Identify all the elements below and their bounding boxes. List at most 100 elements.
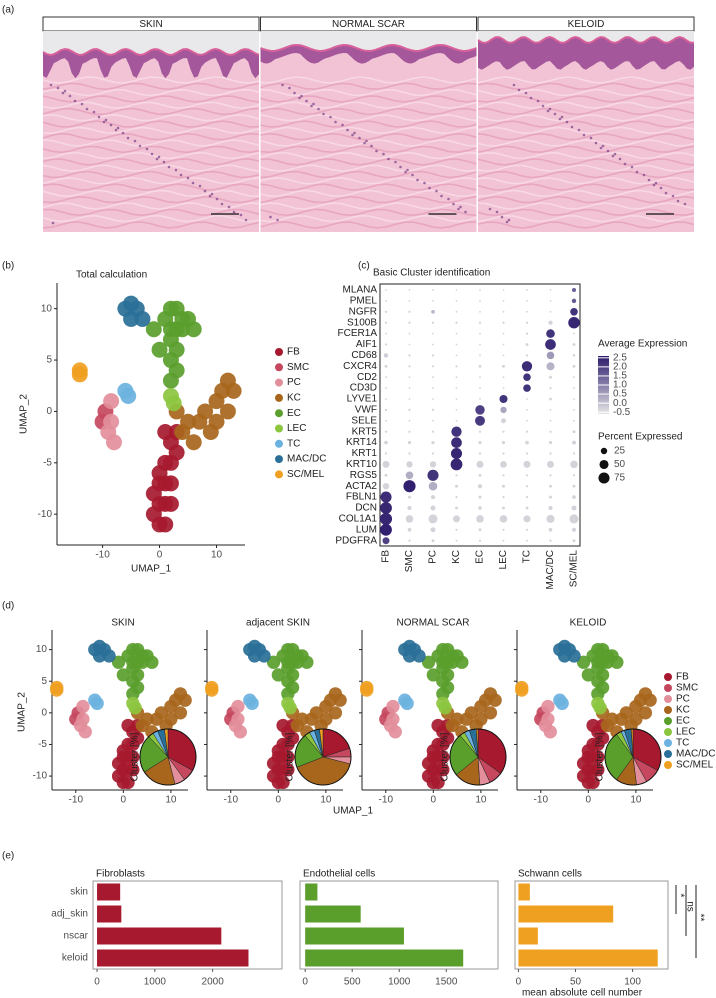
x-tick-label: 100 — [624, 977, 641, 988]
collagen-fiber — [42, 183, 260, 191]
expression-dot — [431, 321, 435, 324]
y-tick-label: 10 — [41, 303, 53, 314]
expression-dot — [572, 430, 576, 434]
cell-cluster-point — [165, 395, 182, 412]
cell-nucleus — [577, 128, 581, 132]
cell-cluster-point — [474, 712, 488, 726]
expression-dot — [500, 406, 507, 414]
expression-dot — [455, 332, 458, 335]
cell-cluster-point — [126, 750, 140, 764]
expression-dot — [384, 321, 388, 324]
cell-nucleus — [370, 144, 373, 148]
cell-cluster-point — [586, 718, 600, 733]
cell-cluster-point — [116, 668, 130, 682]
expression-dot — [430, 527, 436, 533]
cell-nucleus — [671, 194, 675, 198]
expression-dot — [549, 430, 552, 433]
expression-dot — [502, 354, 505, 357]
collagen-fiber — [260, 145, 477, 154]
cell-nucleus — [167, 165, 171, 169]
collagen-fiber — [477, 170, 695, 179]
cell-nucleus — [215, 197, 219, 201]
expression-dot — [479, 332, 481, 335]
collagen-fiber — [42, 176, 260, 185]
collagen-fiber — [477, 214, 695, 223]
cell-nucleus — [334, 120, 337, 124]
cell-cluster-point — [145, 321, 162, 338]
collagen-fiber — [477, 132, 695, 141]
pie-axis-label: Cluster [%] — [595, 732, 606, 781]
collagen-fiber — [42, 152, 260, 160]
cell-cluster-point — [445, 718, 460, 733]
cell-nucleus — [599, 146, 603, 150]
expression-dot — [384, 473, 388, 477]
expression-dot — [502, 474, 505, 477]
expression-dot — [502, 343, 505, 346]
expression-dot — [525, 452, 529, 455]
legend-label: SMC — [287, 362, 309, 373]
cell-cluster-point — [50, 683, 64, 697]
cell-cluster-point — [386, 699, 400, 714]
y-tick-label: 10 — [36, 644, 48, 655]
cell-cluster-point — [225, 382, 242, 399]
cell-nucleus — [459, 205, 462, 209]
epidermis — [260, 45, 477, 64]
collagen-fiber — [260, 107, 477, 116]
expression-dot — [408, 539, 411, 542]
cell-cluster-point — [151, 341, 168, 358]
gene-label: PDGFRA — [335, 535, 377, 546]
cell-nucleus — [298, 96, 301, 100]
expression-dot — [408, 343, 411, 346]
expression-dot — [408, 387, 411, 390]
gene-label: CD2 — [357, 372, 377, 383]
cell-nucleus — [138, 144, 142, 148]
gene-label: LUM — [356, 524, 377, 535]
legend-swatch — [664, 739, 672, 747]
x-tick-label: 2000 — [202, 977, 225, 988]
cell-nucleus — [97, 115, 101, 119]
x-tick-label: 10 — [211, 550, 223, 561]
expression-dot — [385, 376, 387, 379]
expression-dot — [475, 405, 485, 415]
cell-cluster-point — [593, 701, 607, 715]
significance-label: ns — [684, 901, 695, 912]
expression-dot — [431, 354, 435, 357]
cell-nucleus — [365, 139, 368, 143]
colorbar-label: 2.0 — [613, 362, 627, 373]
cell-nucleus — [358, 136, 361, 140]
expression-dot — [479, 343, 481, 346]
collagen-fiber — [477, 177, 695, 185]
gene-label: AIF1 — [356, 339, 378, 350]
y-tick-label: -5 — [38, 739, 47, 750]
collagen-fiber — [42, 126, 260, 135]
cell-cluster-point — [157, 516, 174, 533]
collagen-fiber — [42, 82, 260, 91]
expression-dot — [384, 343, 388, 346]
cell-cluster-point — [208, 413, 225, 430]
expression-dot — [526, 408, 528, 411]
expression-dot — [385, 398, 387, 400]
collagen-fiber — [260, 195, 477, 204]
expression-dot — [478, 495, 482, 499]
legend-swatch — [275, 439, 283, 448]
cell-nucleus — [505, 220, 509, 224]
expression-dot — [526, 419, 528, 422]
expression-dot — [523, 515, 531, 523]
legend-label: TC — [287, 438, 300, 449]
x-axis-title: mean absolute cell number — [522, 988, 643, 998]
cell-cluster-point — [436, 687, 450, 701]
cell-cluster-point — [162, 372, 179, 389]
expression-dot — [384, 430, 388, 433]
expression-dot — [502, 332, 505, 335]
expression-dot — [455, 289, 458, 291]
expression-dot — [502, 299, 505, 302]
gene-label: KRT1 — [352, 448, 378, 459]
cluster-label: PC — [428, 550, 439, 564]
cell-cluster-point — [162, 475, 179, 492]
expression-dot — [431, 408, 435, 412]
cell-cluster-point — [121, 718, 135, 733]
expression-dot — [432, 343, 434, 346]
expression-dot — [407, 441, 412, 445]
y-tick-label: 0 — [46, 406, 52, 417]
